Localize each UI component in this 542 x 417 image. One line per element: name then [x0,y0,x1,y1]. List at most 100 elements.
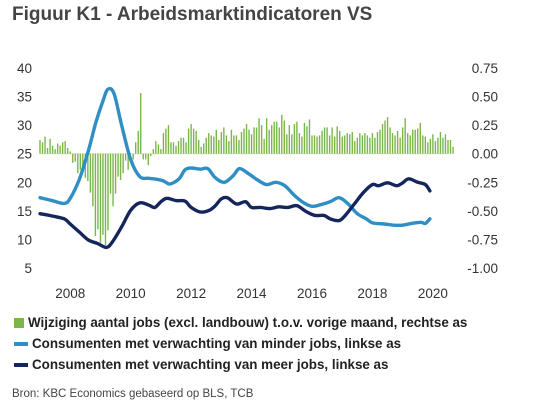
legend-item-fewer-jobs: Consumenten met verwachting van minder j… [14,333,467,354]
bar-jobs-change [220,132,223,154]
bar-jobs-change [452,146,454,154]
bar-jobs-change [306,126,308,154]
bar-jobs-change [135,142,137,154]
bar-jobs-change [311,135,313,154]
bar-jobs-change [200,146,202,154]
chart-plot: 40 35 30 25 20 15 10 5 0.75 0.50 0.25 0.00 -0.25 -0.… [17,61,498,300]
bar-jobs-change [87,153,89,182]
bar-jobs-change [233,135,235,154]
bar-jobs-change [147,153,149,166]
bar-jobs-change [255,127,258,154]
bar-jobs-change [389,127,391,154]
bar-jobs-change [414,129,416,154]
bar-jobs-change [442,137,444,154]
bar-jobs-change [142,153,144,160]
bar-jobs-change [172,142,175,154]
bar-jobs-change [218,140,220,154]
bar-jobs-change [369,137,371,154]
bar-jobs-change [102,153,104,235]
source-note: Bron: KBC Economics gebaseerd op BLS, TC… [12,388,254,400]
bar-jobs-change [185,142,187,154]
bar-jobs-change [356,137,359,154]
bar-jobs-change [190,124,192,154]
bar-jobs-change [107,153,109,231]
bar-jobs-change [344,135,346,154]
bar-jobs-change [208,133,210,154]
x-tick-label: 2014 [237,286,268,300]
line-fewer-jobs [38,86,432,228]
x-tick-label: 2010 [116,286,146,300]
bar-jobs-change [69,151,71,154]
bar-jobs-change [379,129,381,154]
bar-jobs-change [417,128,419,154]
bar-jobs-change [230,129,233,154]
bar-jobs-change [354,141,356,154]
bar-jobs-change [150,153,152,156]
bar-jobs-change [250,134,253,154]
bar-jobs-change [429,138,432,154]
x-tick-label: 2016 [297,286,327,300]
bar-jobs-change [192,128,195,154]
left-tick-label: 15 [17,204,32,219]
bar-jobs-change [258,118,260,154]
bar-jobs-change [195,130,197,154]
right-tick-label: 0.00 [472,147,498,162]
bar-jobs-change [205,137,207,154]
bar-jobs-change [170,142,172,154]
bar-jobs-change [371,133,374,154]
bar-jobs-change [399,137,401,154]
bar-jobs-change [412,129,414,154]
bar-jobs-change [89,153,92,193]
bar-jobs-change [104,153,107,246]
bar-jobs-change [349,134,351,154]
bar-jobs-change [114,153,117,194]
bar-jobs-change [99,153,102,243]
bar-jobs-change [341,136,343,154]
bar-jobs-change [276,121,278,154]
legend-item-jobs-change: Wijziging aantal jobs (excl. landbouw) t… [14,312,467,333]
bar-jobs-change [109,153,112,194]
bar-jobs-change [175,145,177,154]
bar-jobs-change [213,136,215,154]
bar-jobs-change [321,130,323,154]
bar-jobs-change [449,140,452,154]
legend-swatch-bar [14,317,24,328]
legend-swatch-fewer-jobs [14,341,28,346]
bar-jobs-change [401,127,404,154]
bar-jobs-change [61,142,64,154]
bar-jobs-change [351,132,353,154]
bar-jobs-change [308,119,311,154]
bar-jobs-change [112,153,114,207]
bar-jobs-change [381,124,384,154]
right-tick-label: 0.50 [472,90,498,105]
bar-jobs-change [291,134,293,154]
bar-jobs-change [165,128,167,154]
right-tick-label: -0.75 [467,232,498,247]
bar-jobs-change [366,135,369,154]
bar-jobs-change [177,141,180,154]
bar-jobs-change [145,153,147,160]
bar-jobs-change [59,145,61,154]
right-tick-label: -1.00 [467,261,498,276]
bar-jobs-change [409,135,411,154]
bar-jobs-change [117,153,119,177]
bar-jobs-change [243,128,245,154]
bar-jobs-change [41,142,44,154]
bar-jobs-change [180,137,182,154]
bar-jobs-change [376,132,379,154]
line-more-jobs [38,177,432,250]
right-tick-label: -0.50 [467,204,498,219]
legend-label-more-jobs: Consumenten met verwachting van meer job… [32,357,389,372]
bar-jobs-change [160,149,162,154]
bar-jobs-change [140,93,142,154]
legend: Wijziging aantal jobs (excl. landbouw) t… [14,312,467,375]
bar-jobs-change [323,127,326,154]
bar-jobs-change [155,141,157,154]
bar-jobs-change [82,153,84,172]
bar-jobs-change [72,153,74,163]
bar-jobs-change [119,153,122,180]
bar-jobs-change [407,133,409,154]
bar-jobs-change [424,136,427,154]
bar-jobs-change [64,141,66,154]
